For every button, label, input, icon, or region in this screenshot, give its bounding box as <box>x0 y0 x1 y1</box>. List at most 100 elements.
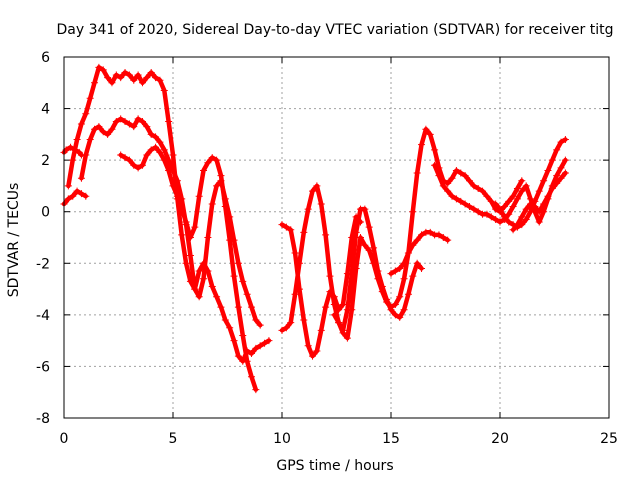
data-point <box>370 259 378 267</box>
data-point <box>156 138 164 146</box>
data-point <box>535 208 543 216</box>
data-point <box>426 130 434 138</box>
data-point <box>295 285 303 293</box>
data-point <box>313 182 321 190</box>
data-point <box>147 146 155 154</box>
data-point <box>452 195 460 203</box>
data-point <box>243 290 251 298</box>
data-point <box>418 141 426 149</box>
data-point <box>252 386 260 394</box>
data-point <box>387 303 395 311</box>
data-point <box>500 213 508 221</box>
data-point <box>553 179 561 187</box>
data-point <box>561 136 569 144</box>
data-point <box>448 174 456 182</box>
data-point <box>208 154 216 162</box>
data-point <box>439 234 447 241</box>
data-point <box>191 223 199 231</box>
data-point <box>335 319 343 327</box>
data-point <box>465 203 473 211</box>
data-point <box>204 159 212 167</box>
data-point <box>356 234 364 241</box>
data-point <box>343 270 351 278</box>
data-point <box>156 76 164 84</box>
data-point <box>125 71 133 79</box>
y-tick-label: -2 <box>36 256 50 272</box>
data-point <box>370 244 378 252</box>
data-point <box>413 169 421 177</box>
data-point <box>435 231 443 239</box>
data-point <box>300 228 308 236</box>
data-point <box>200 166 208 174</box>
data-point <box>86 94 94 102</box>
data-point <box>64 182 72 190</box>
data-point <box>178 205 186 213</box>
series-trace <box>118 145 259 392</box>
data-point <box>67 143 75 151</box>
data-point <box>444 187 452 195</box>
data-point <box>173 177 181 185</box>
data-point <box>518 177 526 185</box>
data-point <box>553 172 561 180</box>
data-point <box>527 200 535 208</box>
data-point <box>117 151 125 159</box>
data-point <box>95 63 103 71</box>
data-point <box>496 205 504 213</box>
data-point <box>548 185 556 193</box>
data-point <box>239 331 247 339</box>
data-point <box>444 236 452 244</box>
data-point <box>352 264 360 272</box>
data-point <box>82 192 90 200</box>
data-point <box>470 182 478 190</box>
data-point <box>439 182 447 190</box>
plot-frame <box>63 56 610 419</box>
data-point <box>104 130 112 138</box>
series-6 <box>278 213 364 360</box>
data-point <box>561 156 569 164</box>
series-7 <box>330 125 526 342</box>
data-point <box>287 319 295 327</box>
data-point <box>383 298 391 306</box>
data-point <box>561 169 569 177</box>
data-point <box>117 115 125 123</box>
y-tick-label: -6 <box>36 359 50 375</box>
data-point <box>156 148 164 156</box>
data-point <box>134 71 142 79</box>
data-point <box>143 151 151 159</box>
x-tick-label: 20 <box>491 431 509 447</box>
data-point <box>278 221 286 229</box>
data-point <box>221 203 229 211</box>
data-point <box>461 172 469 180</box>
series-4 <box>117 143 260 394</box>
data-point <box>322 303 330 311</box>
data-point <box>160 87 168 95</box>
data-point <box>82 110 90 118</box>
data-point <box>121 117 129 125</box>
data-point <box>422 125 430 133</box>
data-point <box>230 337 238 345</box>
data-point <box>243 357 251 365</box>
data-point <box>160 146 168 154</box>
data-point <box>261 339 269 347</box>
data-point <box>483 192 491 200</box>
data-point <box>479 187 487 195</box>
data-point <box>492 215 500 223</box>
data-point <box>130 123 138 131</box>
data-point <box>431 146 439 154</box>
data-point <box>483 210 491 218</box>
data-point <box>234 352 242 360</box>
data-point <box>134 164 142 172</box>
chart-title: Day 341 of 2020, Sidereal Day-to-day VTE… <box>57 22 614 38</box>
data-point <box>435 172 443 180</box>
data-point <box>404 249 412 257</box>
data-point <box>134 115 142 123</box>
series-11 <box>509 169 569 234</box>
data-point <box>348 234 356 241</box>
data-point <box>173 192 181 200</box>
data-point <box>391 301 399 309</box>
data-point <box>86 136 94 144</box>
y-tick-label: 2 <box>41 153 50 169</box>
series-trace <box>61 188 89 207</box>
data-point <box>125 156 133 164</box>
